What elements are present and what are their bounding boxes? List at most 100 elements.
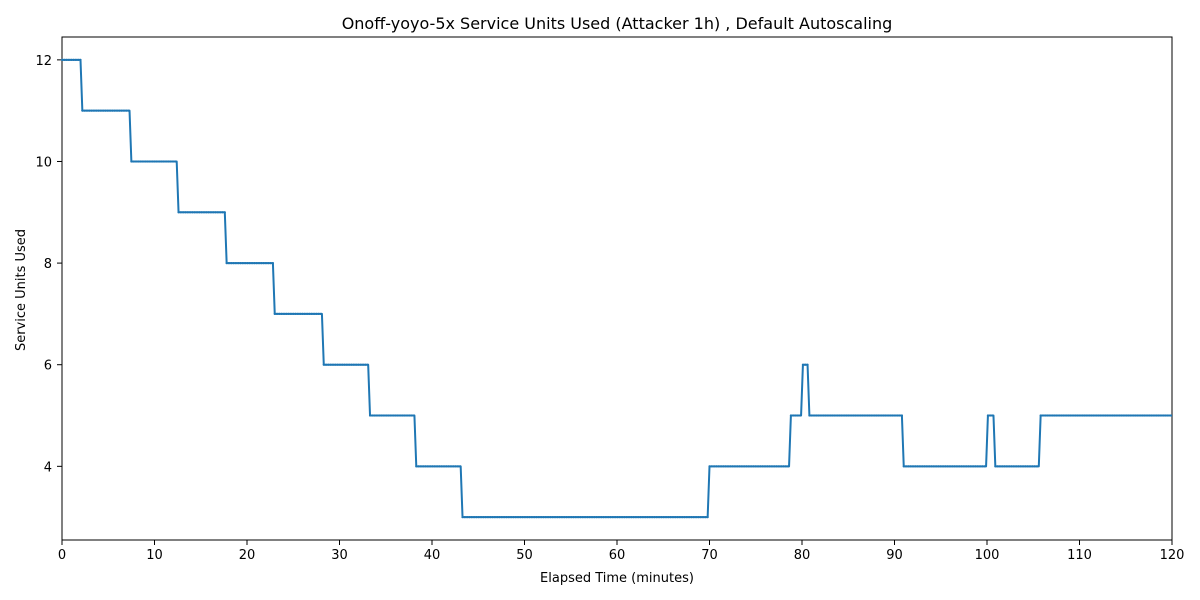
data-point [701, 516, 705, 519]
data-point [620, 516, 624, 519]
data-point [618, 516, 621, 519]
data-point [454, 465, 457, 468]
data-point [609, 516, 612, 519]
data-point [253, 261, 256, 265]
data-point [456, 465, 459, 468]
data-point [348, 363, 351, 366]
data-point [442, 465, 446, 468]
chart-title: Onoff-yoyo-5x Service Units Used (Attack… [342, 14, 893, 33]
data-point [375, 414, 379, 417]
data-point [708, 465, 711, 468]
data-point [1169, 414, 1172, 417]
data-point [1166, 414, 1169, 417]
data-point [759, 465, 762, 468]
data-point [303, 312, 306, 316]
data-point [590, 516, 594, 519]
data-point [692, 516, 695, 519]
data-point [694, 516, 698, 519]
data-point [1127, 414, 1130, 417]
data-point [921, 465, 924, 468]
data-point [496, 516, 499, 519]
data-point [648, 516, 651, 519]
data-point [1026, 465, 1029, 468]
data-point [445, 465, 448, 468]
data-point [893, 414, 897, 417]
data-point [583, 516, 587, 519]
data-point [623, 516, 626, 519]
data-point [1060, 414, 1063, 417]
data-point [1033, 465, 1036, 468]
data-point [770, 465, 774, 468]
data-point [491, 516, 494, 519]
x-tick-label: 120 [1160, 548, 1185, 563]
data-point [81, 109, 84, 112]
data-point [904, 465, 908, 468]
data-point [704, 516, 707, 519]
data-point [1141, 414, 1144, 417]
data-point [836, 414, 839, 417]
data-point [1048, 414, 1051, 417]
data-point [627, 516, 631, 519]
data-point [151, 160, 154, 163]
data-point [237, 261, 240, 265]
data-point [1017, 465, 1020, 468]
data-point [153, 160, 156, 163]
data-point [745, 465, 748, 468]
data-point [282, 312, 286, 316]
data-point [542, 516, 545, 519]
data-point [310, 312, 313, 316]
data-point [1074, 414, 1077, 417]
data-point [614, 516, 617, 519]
data-point [697, 516, 700, 519]
data-point [371, 414, 374, 417]
data-point [99, 109, 102, 112]
data-point [683, 516, 686, 519]
series-line [62, 58, 1172, 519]
data-point [352, 363, 355, 366]
data-point [722, 465, 725, 468]
data-point [472, 516, 476, 519]
data-point [429, 465, 432, 468]
data-point [227, 261, 231, 265]
data-point [593, 516, 596, 519]
data-point [1055, 414, 1058, 417]
data-point [937, 465, 940, 468]
data-point [607, 516, 610, 519]
data-point [186, 211, 189, 214]
data-point [189, 211, 192, 214]
data-point [792, 414, 795, 417]
data-point [898, 414, 901, 417]
data-point [611, 516, 614, 519]
data-point [641, 516, 645, 519]
data-point [726, 465, 730, 468]
data-point [877, 414, 880, 417]
data-point [537, 516, 540, 519]
data-point [324, 363, 328, 366]
data-point [267, 261, 270, 265]
data-point [789, 414, 793, 417]
data-point [882, 414, 885, 417]
data-point [394, 414, 397, 417]
data-point [710, 465, 713, 468]
data-point [118, 109, 121, 112]
data-point [761, 465, 764, 468]
data-point [1081, 414, 1084, 417]
data-point [965, 465, 968, 468]
data-point [553, 516, 557, 519]
data-point [782, 465, 785, 468]
data-point [184, 211, 187, 214]
data-point [808, 414, 811, 417]
data-point [579, 516, 582, 519]
data-point [780, 465, 783, 468]
data-point [563, 516, 566, 519]
data-point [1115, 414, 1119, 417]
data-point [1083, 414, 1086, 417]
data-point [380, 414, 383, 417]
data-point [257, 261, 261, 265]
data-point [681, 516, 684, 519]
data-point [122, 109, 126, 112]
data-point [752, 465, 755, 468]
data-point [345, 363, 348, 366]
data-point [1067, 414, 1070, 417]
data-point [306, 312, 309, 316]
